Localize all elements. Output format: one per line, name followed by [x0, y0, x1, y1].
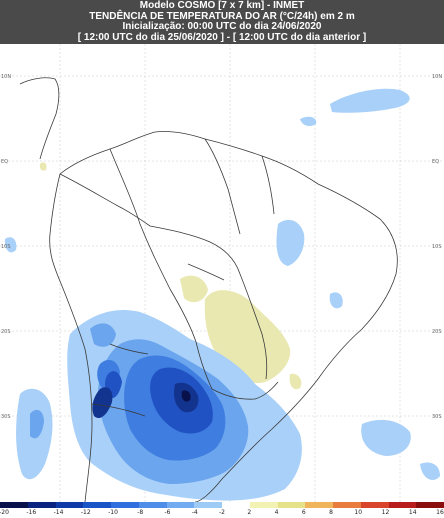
color-swatch	[305, 502, 333, 508]
color-scale-tick-label: 2	[247, 509, 252, 516]
lat-label: 10S	[1, 244, 11, 250]
color-swatch	[27, 502, 56, 508]
lat-label: EQ	[1, 159, 8, 165]
color-swatch	[55, 502, 84, 508]
color-scale-tick-label: -16	[26, 509, 37, 516]
continent-borders	[19, 77, 398, 502]
header-init-time: Inicialização: 00:00 UTC do dia 24/06/20…	[122, 21, 322, 32]
color-scale-tick-label: 4	[274, 509, 279, 516]
color-scale-labels: -20 -16 -14 -12 -10 -8 -6 -4 -2 2 4 6 8 10 12 14 16	[0, 509, 444, 518]
color-swatch	[111, 502, 139, 508]
lat-label: 30S	[432, 414, 442, 420]
color-swatch	[333, 502, 361, 508]
header-valid-period: [ 12:00 UTC do dia 25/06/2020 ] - [ 12:0…	[77, 31, 367, 43]
color-swatch	[222, 502, 250, 508]
color-scale-legend: -20 -16 -14 -12 -10 -8 -6 -4 -2 2 4 6 8 10 12 14 16	[0, 502, 444, 518]
lat-label: 10N	[432, 74, 442, 80]
header-model-title: Modelo COSMO [7 x 7 km] - INMET	[139, 0, 305, 11]
color-scale-tick-label: 10	[354, 509, 363, 516]
lat-label: EQ	[432, 159, 439, 165]
lat-label: 10S	[432, 244, 442, 250]
color-scale-tick-label: -12	[80, 509, 91, 516]
color-scale-tick-label: 16	[436, 509, 444, 516]
color-scale-tick-label: 8	[329, 509, 333, 516]
color-scale-swatches	[0, 502, 444, 508]
color-scale-tick-label: 14	[408, 509, 417, 516]
latitude-labels-left: 10N EQ 10S 20S 30S	[1, 74, 11, 420]
color-swatch	[83, 502, 111, 508]
color-scale-tick-label: -20	[0, 509, 9, 516]
color-scale-tick-label: -6	[164, 509, 171, 516]
color-scale-tick-label: -8	[137, 509, 144, 516]
header-variable-title: TENDÊNCIA DE TEMPERATURA DO AR (°C/24h) …	[89, 10, 355, 22]
temperature-trend-map: 10N EQ 10S 20S 30S 10N EQ 10S 20S 30S	[0, 44, 444, 502]
color-scale-tick-label: -10	[108, 509, 118, 516]
color-swatch	[138, 502, 167, 508]
color-swatch	[388, 502, 417, 508]
color-swatch	[277, 502, 306, 508]
color-scale-tick-label: -2	[219, 509, 225, 516]
color-swatch	[0, 502, 28, 508]
color-scale-tick-label: -4	[191, 509, 198, 516]
color-scale-tick-label: -14	[53, 509, 64, 516]
lat-label: 30S	[1, 414, 11, 420]
cooling-areas	[4, 88, 440, 501]
color-swatch	[360, 502, 389, 508]
color-swatch	[194, 502, 222, 508]
color-swatch	[416, 502, 444, 508]
color-swatch	[249, 502, 278, 508]
color-swatch	[166, 502, 195, 508]
lat-label: 10N	[1, 74, 11, 80]
map-header: Modelo COSMO [7 x 7 km] - INMET TENDÊNCI…	[0, 0, 444, 44]
lat-label: 20S	[1, 329, 11, 335]
latitude-labels-right: 10N EQ 10S 20S 30S	[432, 74, 442, 420]
color-scale-tick-label: 12	[381, 509, 390, 516]
color-scale-tick-label: 6	[301, 509, 306, 516]
lat-label: 20S	[432, 329, 442, 335]
